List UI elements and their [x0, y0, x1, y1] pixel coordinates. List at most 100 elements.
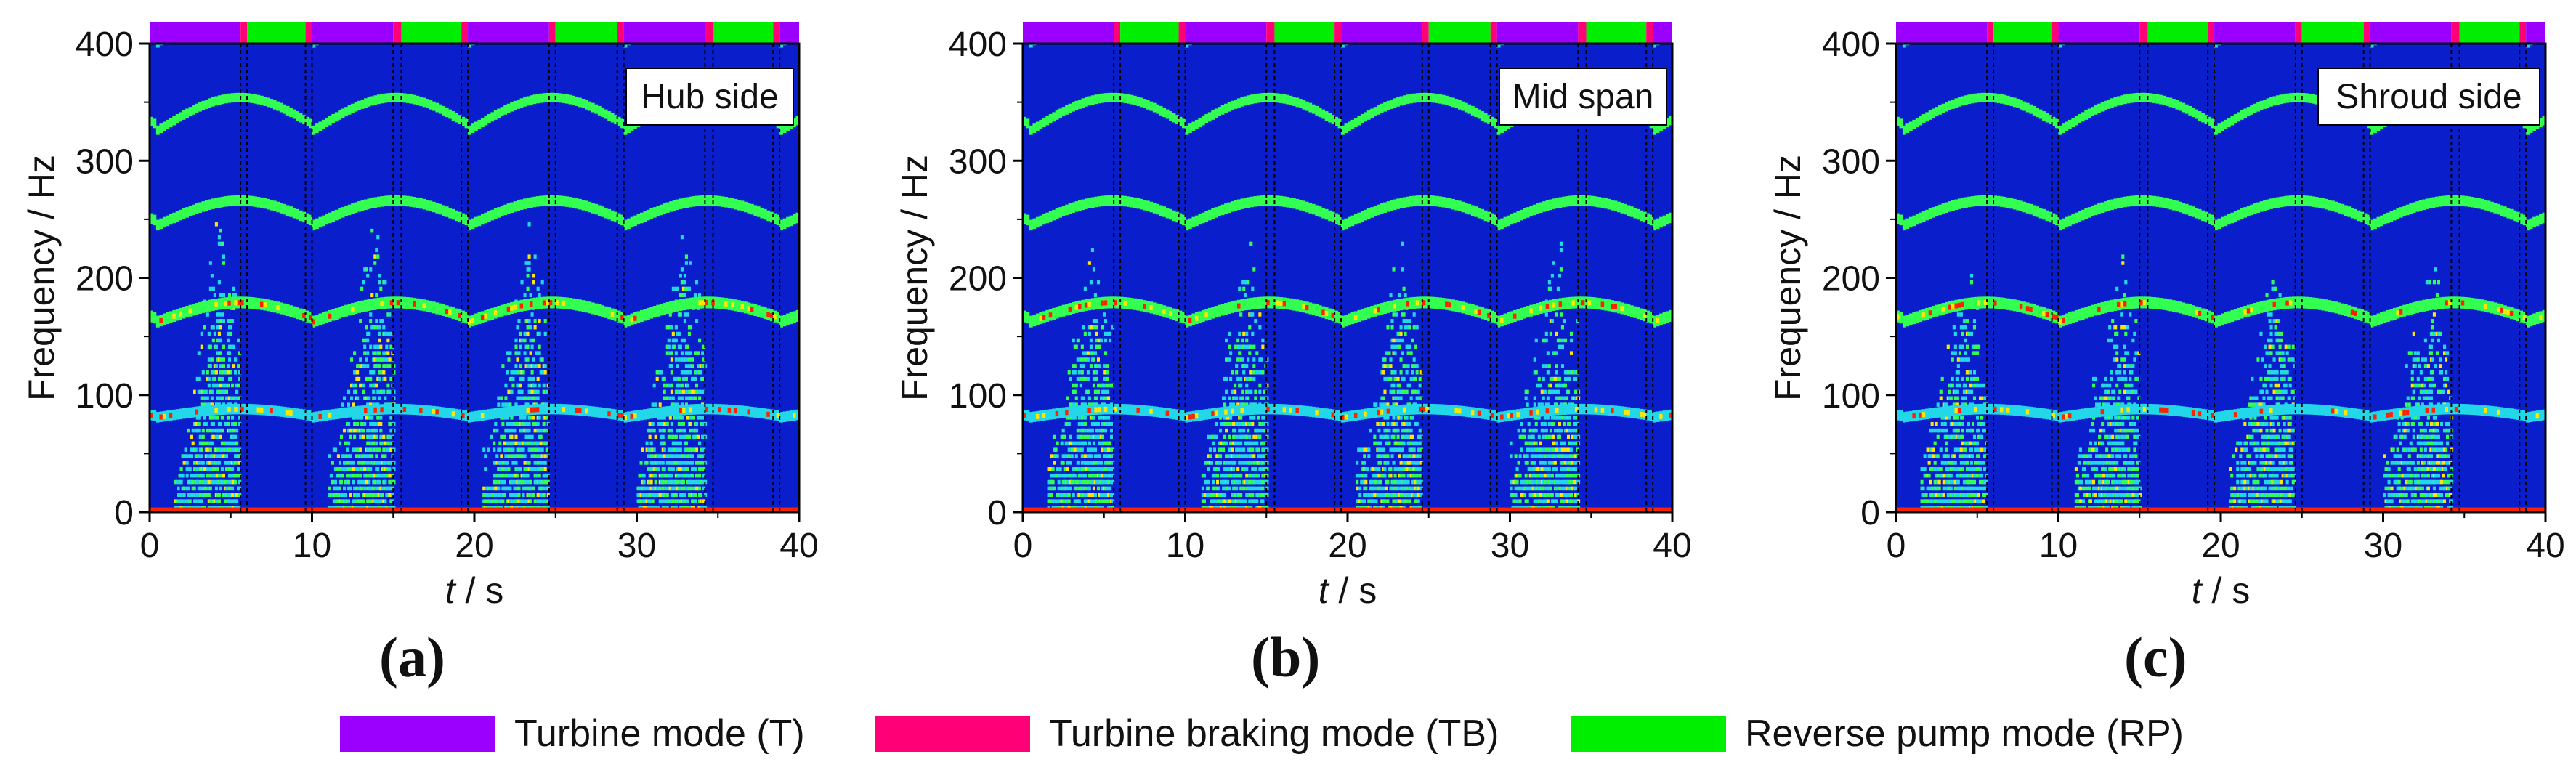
harmonic-cell — [250, 195, 254, 207]
noise-cell — [378, 461, 381, 465]
noise-cell — [229, 473, 233, 478]
harmonic-peak-cell — [259, 301, 264, 307]
harmonic-cell — [477, 312, 482, 325]
harmonic-cell — [243, 92, 248, 102]
noise-cell — [235, 493, 239, 498]
harmonic-cell — [673, 7, 676, 15]
harmonic-cell — [397, 0, 400, 7]
noise-cell — [1238, 286, 1242, 291]
noise-cell — [522, 447, 525, 452]
noise-cell — [1236, 467, 1240, 471]
harmonic-peak-cell — [529, 407, 533, 413]
noise-cell — [210, 416, 214, 420]
noise-cell — [1252, 344, 1256, 349]
harmonic-peak-cell — [513, 304, 517, 310]
noise-cell — [1261, 370, 1265, 375]
noise-cell — [1080, 421, 1084, 426]
noise-cell — [1228, 421, 1231, 426]
noise-cell — [1510, 441, 1513, 446]
noise-cell — [1077, 499, 1081, 503]
noise-cell — [533, 461, 537, 465]
noise-cell — [511, 479, 515, 485]
noise-cell — [210, 402, 214, 407]
noise-cell — [370, 228, 374, 233]
noise-cell — [501, 499, 505, 503]
harmonic-cell — [532, 297, 537, 309]
harmonic-peak-cell — [630, 317, 634, 323]
noise-cell — [363, 421, 367, 426]
mode-bar-segment — [468, 22, 549, 44]
harmonic-cell — [636, 311, 641, 323]
noise-cell — [680, 235, 684, 240]
noise-cell — [546, 454, 550, 458]
harmonic-cell — [782, 218, 787, 230]
noise-cell — [649, 479, 653, 485]
noise-cell — [201, 473, 205, 478]
noise-cell — [350, 396, 354, 401]
noise-cell — [1409, 486, 1413, 491]
harmonic-cell — [331, 309, 336, 321]
noise-cell — [227, 441, 232, 446]
noise-cell — [370, 454, 374, 458]
noise-cell — [536, 389, 540, 394]
noise-cell — [388, 493, 392, 498]
harmonic-cell — [292, 306, 296, 318]
harmonic-cell — [442, 205, 446, 216]
noise-cell — [663, 376, 666, 381]
noise-cell — [1101, 325, 1105, 330]
noise-cell — [532, 364, 535, 368]
noise-cell — [1074, 396, 1078, 401]
noise-cell — [500, 434, 503, 439]
harmonic-cell — [409, 297, 413, 309]
harmonic-cell — [543, 0, 546, 7]
noise-cell — [370, 416, 374, 420]
harmonic-cell — [542, 195, 546, 206]
noise-cell — [1254, 396, 1257, 401]
noise-cell — [693, 493, 697, 498]
harmonic-peak-cell — [480, 413, 485, 418]
noise-cell — [182, 493, 186, 498]
harmonic-cell — [503, 105, 508, 115]
harmonic-peak-cell — [389, 300, 394, 306]
noise-cell — [1102, 389, 1106, 394]
noise-cell — [699, 454, 703, 458]
harmonic-cell — [503, 304, 508, 316]
harmonic-cell — [497, 207, 501, 218]
noise-cell — [527, 222, 531, 227]
harmonic-cell — [402, 93, 407, 103]
noise-cell — [1405, 319, 1409, 323]
harmonic-cell — [760, 306, 764, 318]
noise-cell — [648, 421, 652, 426]
noise-cell — [1225, 428, 1228, 433]
noise-cell — [529, 416, 532, 420]
harmonic-peak-cell — [698, 300, 702, 306]
harmonic-cell — [490, 408, 495, 420]
noise-cell — [195, 467, 199, 471]
harmonic-cell — [506, 103, 511, 113]
noise-cell — [1092, 486, 1095, 491]
harmonic-cell — [659, 407, 663, 418]
noise-cell — [1083, 434, 1087, 439]
noise-cell — [341, 467, 345, 471]
noise-cell — [1417, 396, 1420, 401]
noise-cell — [352, 402, 355, 407]
harmonic-cell — [445, 407, 449, 418]
noise-cell — [233, 461, 238, 465]
noise-cell — [1082, 364, 1085, 368]
harmonic-cell — [793, 214, 796, 225]
noise-cell — [1228, 499, 1231, 503]
harmonic-cell — [315, 123, 319, 134]
harmonic-cell — [740, 200, 745, 211]
noise-cell — [1241, 467, 1244, 471]
harmonic-cell — [769, 211, 774, 223]
harmonic-cell — [636, 410, 641, 421]
noise-cell — [1526, 461, 1529, 465]
noise-cell — [1265, 421, 1269, 426]
noise-cell — [203, 402, 206, 407]
mode-bar-segment — [623, 22, 705, 44]
noise-cell — [540, 447, 544, 452]
noise-cell — [1217, 447, 1221, 452]
noise-cell — [1515, 499, 1519, 503]
noise-cell — [539, 441, 543, 446]
